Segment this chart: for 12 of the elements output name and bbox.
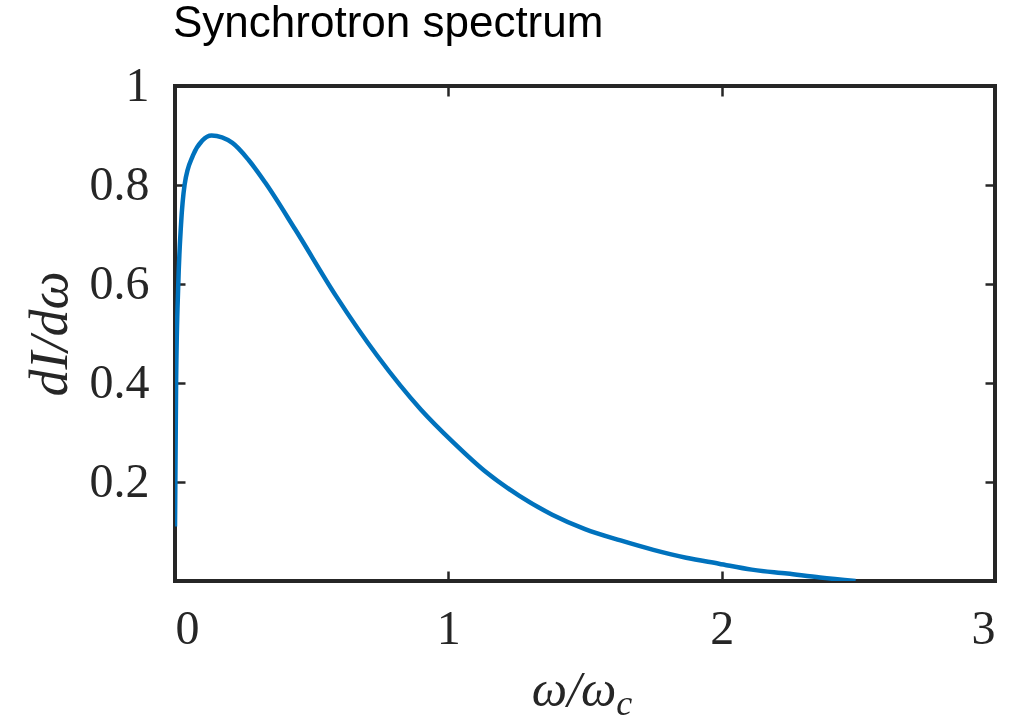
x-tick-label: 0: [175, 600, 200, 654]
y-tick-label: 0.2: [89, 453, 150, 507]
x-tick-label: 1: [436, 600, 461, 654]
y-tick-label: 0.6: [89, 255, 150, 309]
chart-title: Synchrotron spectrum: [173, 0, 604, 46]
y-tick-label: 1: [125, 57, 150, 111]
x-tick-label: 3: [971, 600, 996, 654]
y-tick-label: 0.8: [89, 156, 150, 210]
line-series: [175, 133, 858, 581]
x-tick-label: 2: [710, 600, 735, 654]
y-axis-title: dI/dω: [18, 271, 79, 397]
y-tick-label: 0.4: [89, 354, 150, 408]
